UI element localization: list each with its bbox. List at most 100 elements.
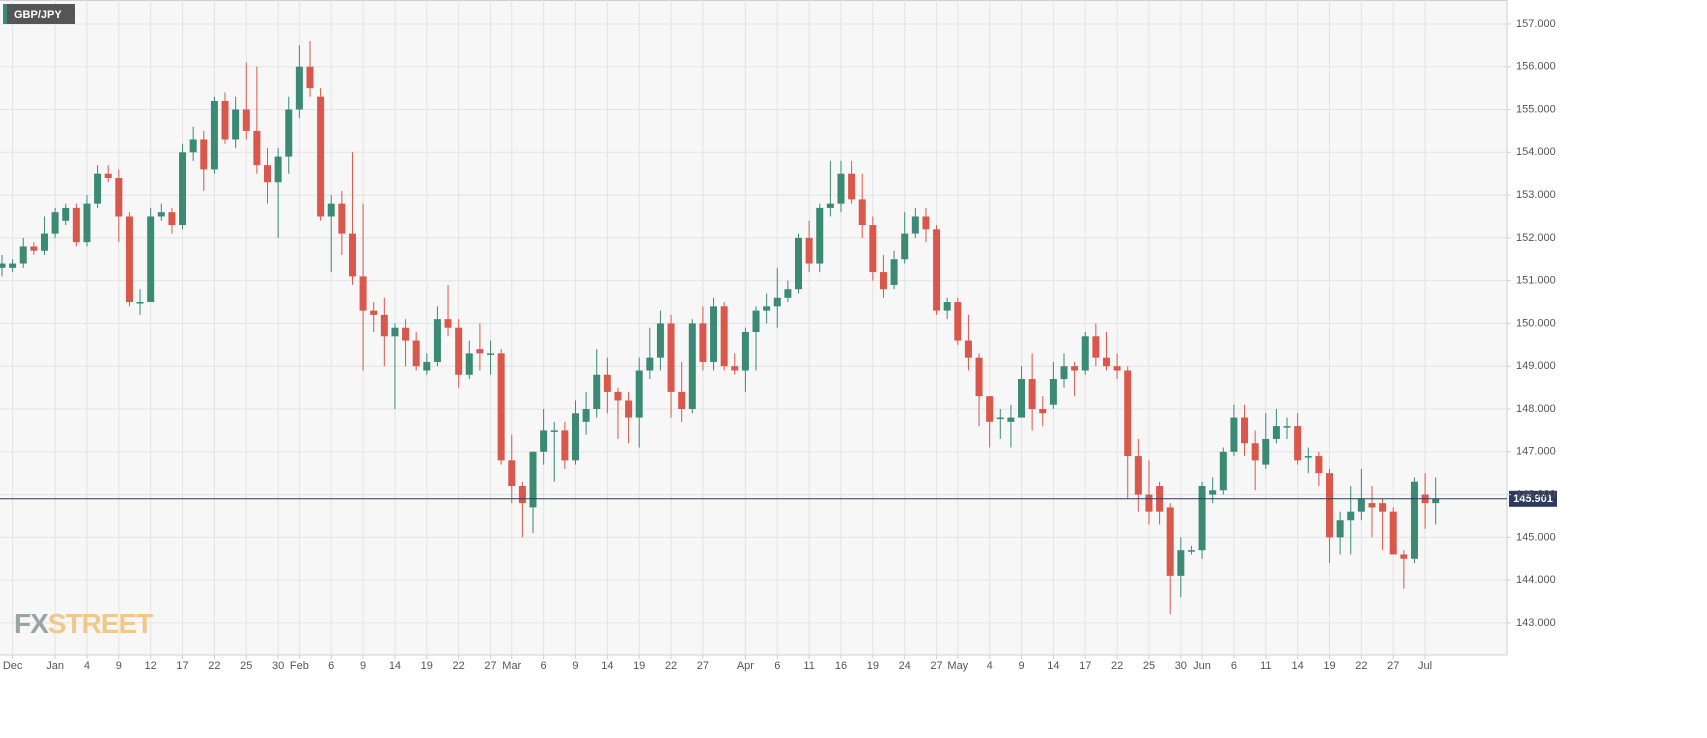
x-tick-label: 9 — [1018, 660, 1024, 672]
candle-body — [1347, 511, 1355, 521]
candle-body — [710, 306, 718, 362]
candle-body — [901, 233, 909, 260]
candle-body — [816, 207, 824, 264]
x-tick-label: 27 — [697, 660, 709, 672]
y-tick-label: 151.000 — [1516, 275, 1556, 287]
candle-body — [933, 229, 941, 311]
candle-body — [1432, 498, 1440, 504]
x-tick-label: 22 — [208, 660, 220, 672]
x-tick-label: 9 — [572, 660, 578, 672]
candle-body — [752, 310, 760, 332]
candle-body — [858, 199, 866, 226]
candle-body — [848, 173, 856, 200]
candle-body — [1251, 443, 1259, 461]
x-tick-label: 30 — [1175, 660, 1187, 672]
last-price-label: 145.901 — [1513, 493, 1553, 505]
candle-body — [1209, 490, 1217, 495]
candle-body — [1177, 550, 1185, 576]
candle-body — [1124, 370, 1132, 457]
candle-body — [964, 340, 972, 358]
x-tick-label: 11 — [1260, 660, 1271, 672]
y-tick-label: 143.000 — [1516, 617, 1556, 629]
candle-body — [327, 203, 335, 217]
x-tick-label: 24 — [899, 660, 911, 672]
x-tick-label: 19 — [867, 660, 879, 672]
candle-body — [975, 357, 983, 397]
x-tick-label: Jan — [46, 660, 64, 672]
title-badge — [3, 4, 75, 24]
candle-body — [1166, 507, 1174, 576]
candle-body — [1145, 494, 1153, 512]
x-tick-label: Apr — [737, 660, 754, 672]
candle-body — [1081, 336, 1089, 371]
y-tick-label: 157.000 — [1516, 18, 1556, 30]
candle-body — [1241, 417, 1249, 444]
candle-body — [136, 302, 144, 304]
candle-body — [869, 225, 877, 273]
candle-body — [253, 130, 261, 166]
candle-body — [1049, 379, 1057, 405]
candle-body — [1198, 486, 1206, 551]
candle-body — [200, 139, 208, 170]
candle-body — [0, 263, 6, 268]
candle-body — [125, 216, 133, 303]
candle-body — [317, 96, 325, 217]
candle-body — [922, 216, 930, 230]
candle-body — [1326, 473, 1333, 538]
candle-body — [232, 109, 240, 140]
x-tick-label: 19 — [633, 660, 645, 672]
candle-body — [1039, 409, 1047, 414]
candle-body — [9, 263, 17, 268]
x-tick-label: 17 — [1079, 660, 1091, 672]
candle-body — [1357, 498, 1365, 512]
candle-body — [795, 237, 802, 290]
candle-body — [380, 314, 388, 337]
x-tick-label: 25 — [240, 660, 252, 672]
x-tick-label: 27 — [1387, 660, 1399, 672]
candle-body — [1071, 366, 1079, 371]
x-tick-label: 14 — [1047, 660, 1059, 672]
candle-body — [1060, 366, 1068, 380]
candle-body — [1187, 550, 1195, 552]
candle-body — [72, 207, 80, 243]
candle-body — [94, 173, 102, 204]
candle-body — [370, 310, 378, 315]
x-tick-label: May — [947, 660, 968, 672]
candle-body — [40, 233, 48, 251]
x-tick-label: Feb — [290, 660, 309, 672]
x-tick-label: 22 — [1355, 660, 1367, 672]
candle-body — [954, 302, 962, 341]
chart-title: GBP/JPY — [14, 9, 62, 21]
candle-body — [1336, 520, 1344, 538]
candle-body — [1134, 456, 1142, 495]
candle-body — [1230, 417, 1238, 452]
x-tick-label: 6 — [774, 660, 780, 672]
candle-body — [1410, 481, 1418, 559]
candle-body — [1389, 511, 1397, 555]
x-tick-label: 30 — [272, 660, 284, 672]
x-tick-label: 17 — [176, 660, 188, 672]
candle-body — [699, 323, 707, 362]
x-tick-label: 9 — [360, 660, 366, 672]
candle-body — [603, 374, 611, 392]
y-tick-label: 149.000 — [1516, 360, 1556, 372]
x-tick-label: Mar — [502, 660, 521, 672]
candle-body — [773, 297, 781, 307]
candle-body — [890, 259, 898, 285]
candle-body — [412, 340, 420, 367]
candle-body — [1028, 379, 1036, 410]
candle-body — [529, 451, 537, 508]
candle-body — [62, 207, 70, 221]
candle-body — [593, 374, 601, 410]
candle-body — [667, 323, 675, 392]
candle-body — [391, 327, 399, 337]
candle-body — [1294, 426, 1302, 461]
candle-body — [402, 327, 410, 341]
candle-body — [614, 391, 622, 401]
candle-body — [30, 246, 38, 251]
candle-body — [338, 203, 346, 234]
watermark-street: STREET — [48, 608, 153, 639]
x-tick-label: 27 — [484, 660, 496, 672]
candle-body — [784, 289, 792, 298]
candle-body — [518, 486, 526, 504]
